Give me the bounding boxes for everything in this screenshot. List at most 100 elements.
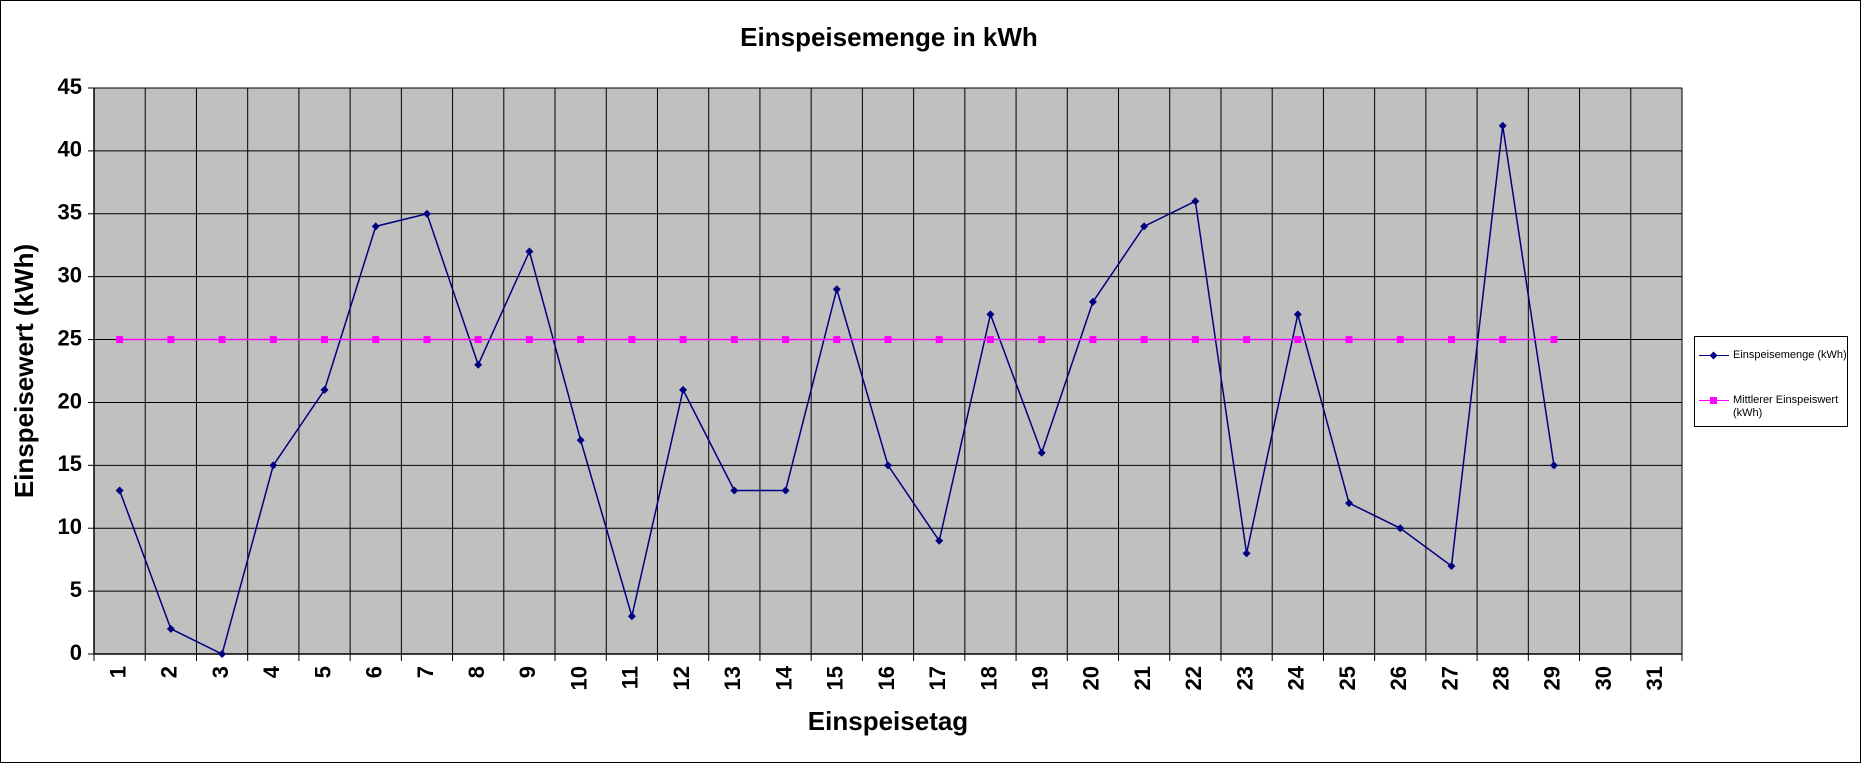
data-point — [1191, 197, 1200, 206]
data-point — [422, 209, 431, 218]
data-point — [372, 336, 380, 344]
data-point — [1447, 336, 1455, 344]
x-tick-label: 18 — [976, 666, 1001, 690]
x-tick-label: 9 — [515, 666, 540, 678]
x-tick-label: 11 — [618, 666, 643, 689]
data-point — [474, 336, 482, 344]
data-point — [1550, 336, 1558, 344]
data-point — [679, 336, 687, 344]
data-point — [1549, 461, 1558, 470]
data-point — [218, 336, 226, 344]
data-point — [935, 536, 944, 545]
data-point — [679, 385, 688, 394]
x-tick-label: 3 — [208, 666, 233, 678]
x-tick-label: 31 — [1642, 666, 1667, 690]
data-point — [1038, 336, 1046, 344]
data-point — [1447, 561, 1456, 570]
y-tick-label: 0 — [70, 640, 82, 665]
legend: Einspeisemenge (kWh) Mittlerer Einspeiswe… — [1694, 336, 1848, 427]
x-tick-label: 10 — [566, 666, 591, 690]
x-tick-label: 13 — [720, 666, 745, 690]
x-tick-label: 14 — [771, 665, 796, 690]
y-tick-label: 30 — [58, 262, 82, 287]
x-tick-label: 25 — [1335, 666, 1360, 690]
data-point — [1140, 336, 1148, 344]
data-point — [1243, 336, 1251, 344]
chart-title: Einspeisemenge in kWh — [740, 22, 1038, 52]
data-point — [832, 285, 841, 294]
y-tick-label: 40 — [58, 137, 82, 162]
y-tick-label: 20 — [58, 388, 82, 413]
data-point — [576, 436, 585, 445]
legend-marker — [1710, 397, 1717, 404]
y-tick-label: 35 — [58, 200, 82, 225]
x-tick-label: 20 — [1079, 666, 1104, 690]
data-point — [1293, 310, 1302, 319]
data-point — [320, 385, 329, 394]
data-point — [627, 612, 636, 621]
x-tick-label: 7 — [413, 666, 438, 678]
x-tick-label: 4 — [259, 665, 284, 678]
x-tick-label: 22 — [1181, 666, 1206, 690]
data-point — [935, 336, 943, 344]
x-axis-label: Einspeisetag — [808, 706, 968, 736]
data-point — [1242, 549, 1251, 558]
data-point — [1140, 222, 1149, 231]
data-point — [577, 336, 585, 344]
data-point — [167, 336, 175, 344]
data-point — [1037, 448, 1046, 457]
x-tick-label: 17 — [925, 666, 950, 690]
y-axis-label: Einspeisewert (kWh) — [9, 244, 39, 498]
data-point — [321, 336, 329, 344]
data-point — [1396, 524, 1405, 533]
x-tick-label: 2 — [157, 666, 182, 678]
data-point — [782, 336, 790, 344]
plot-area — [93, 87, 1683, 655]
x-tick-label: 24 — [1284, 665, 1309, 690]
data-point — [1498, 121, 1507, 130]
data-point — [269, 461, 278, 470]
data-point — [730, 336, 738, 344]
y-tick-label: 25 — [58, 325, 82, 350]
legend-label: Einspeisemenge (kWh) — [1733, 349, 1847, 361]
data-point — [1345, 499, 1354, 508]
data-point — [730, 486, 739, 495]
data-point — [833, 336, 841, 344]
data-point — [986, 336, 994, 344]
x-tick-label: 23 — [1232, 666, 1257, 690]
x-tick-label: 27 — [1437, 666, 1462, 690]
data-point — [525, 336, 533, 344]
legend-marker — [1709, 351, 1718, 360]
data-point — [1088, 297, 1097, 306]
data-point — [1499, 336, 1507, 344]
x-tick-label: 1 — [105, 666, 130, 678]
x-tick-label: 30 — [1591, 666, 1616, 690]
data-point — [1089, 336, 1097, 344]
data-point — [884, 336, 892, 344]
data-point — [115, 486, 124, 495]
data-point — [628, 336, 636, 344]
data-point — [1345, 336, 1353, 344]
data-point — [269, 336, 277, 344]
data-point — [1191, 336, 1199, 344]
y-tick-label: 10 — [58, 514, 82, 539]
x-tick-label: 6 — [362, 666, 387, 678]
data-point — [1294, 336, 1302, 344]
x-tick-label: 19 — [1027, 666, 1052, 690]
x-tick-label: 15 — [823, 666, 848, 690]
y-tick-label: 45 — [58, 74, 82, 99]
x-tick-label: 29 — [1540, 666, 1565, 690]
data-point — [218, 650, 227, 658]
data-point — [884, 461, 892, 470]
data-point — [371, 222, 380, 231]
data-point — [781, 486, 790, 495]
x-tick-label: 21 — [1130, 666, 1155, 690]
x-tick-label: 16 — [874, 666, 899, 690]
data-point — [474, 360, 483, 369]
legend-label: Mittlerer Einspeiswert (kWh) — [1733, 394, 1839, 419]
data-point — [1396, 336, 1404, 344]
x-tick-label: 8 — [464, 666, 489, 678]
x-tick-label: 28 — [1489, 666, 1514, 690]
